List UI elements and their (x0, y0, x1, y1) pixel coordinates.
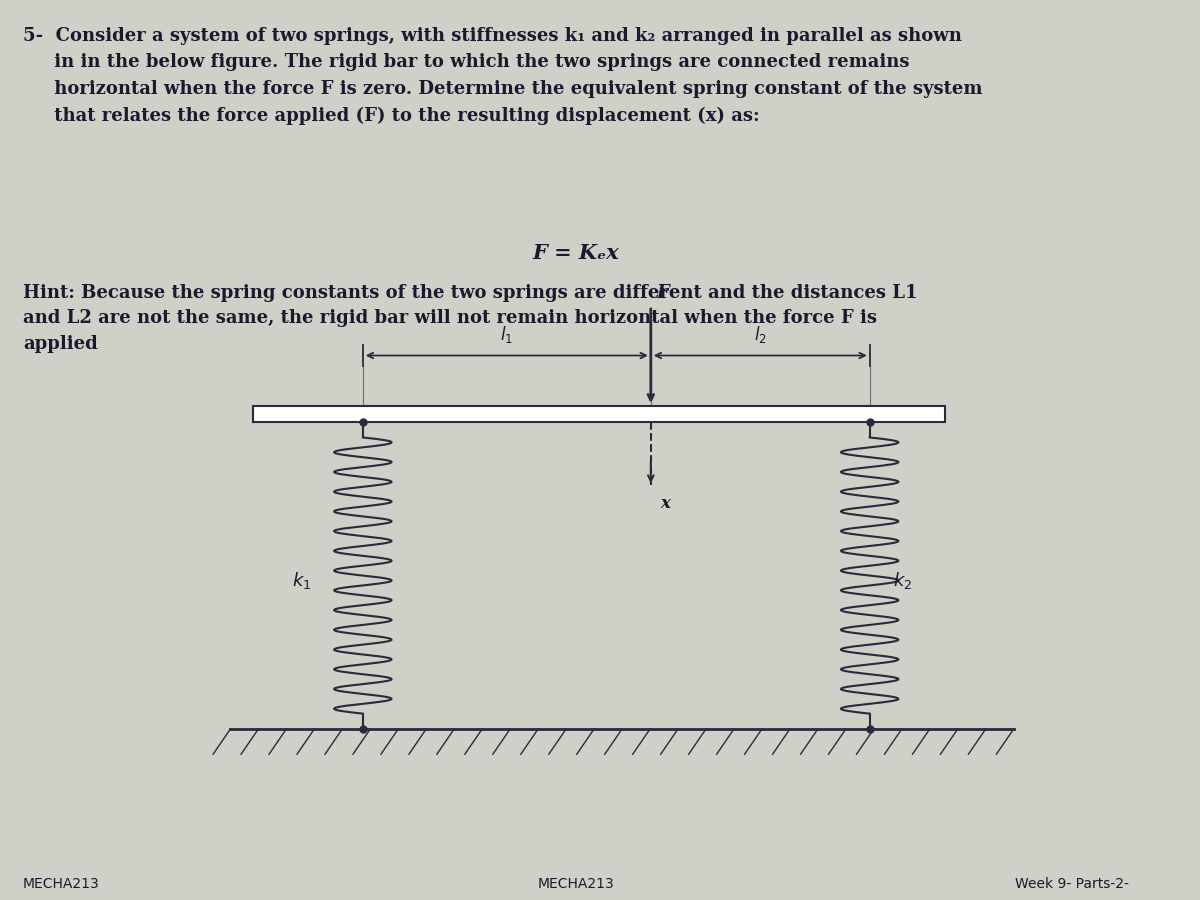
Bar (253, 406, 944, 422)
Text: F: F (656, 284, 670, 302)
Text: $k_2$: $k_2$ (893, 570, 912, 591)
Text: $l_2$: $l_2$ (754, 324, 767, 345)
Text: F = Kₑx: F = Kₑx (533, 243, 619, 263)
Text: x: x (660, 495, 670, 512)
Text: Week 9- Parts-2-: Week 9- Parts-2- (1015, 877, 1129, 891)
Text: 5-  Consider a system of two springs, with stiffnesses k₁ and k₂ arranged in par: 5- Consider a system of two springs, wit… (23, 27, 983, 124)
Text: Hint: Because the spring constants of the two springs are different and the dist: Hint: Because the spring constants of th… (23, 284, 918, 353)
Text: MECHA213: MECHA213 (538, 877, 614, 891)
Text: MECHA213: MECHA213 (23, 877, 100, 891)
Text: $k_1$: $k_1$ (292, 570, 311, 591)
Text: $l_1$: $l_1$ (500, 324, 514, 345)
